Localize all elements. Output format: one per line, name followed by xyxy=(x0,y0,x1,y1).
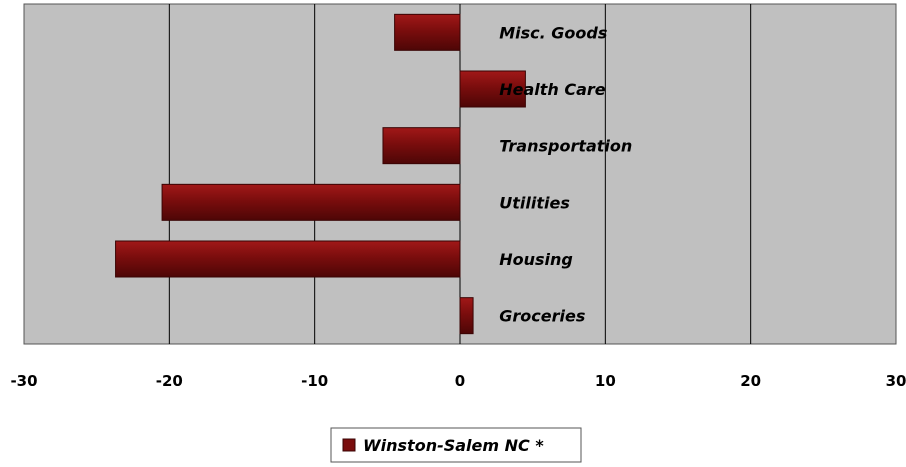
bar-2 xyxy=(382,127,461,165)
bar-1 xyxy=(459,70,526,108)
x-tick-labels: -30 -20 -10 0 10 20 30 xyxy=(10,372,906,390)
category-label-3: Utilities xyxy=(499,193,570,212)
bar-0 xyxy=(394,13,461,51)
x-tick-label-2: -10 xyxy=(301,372,328,390)
category-label-2: Transportation xyxy=(499,137,632,156)
x-tick-label-0: -30 xyxy=(10,372,37,390)
x-tick-label-6: 30 xyxy=(886,372,906,390)
legend-swatch xyxy=(342,438,356,452)
x-tick-label-4: 10 xyxy=(595,372,616,390)
x-tick-label-3: 0 xyxy=(455,372,465,390)
grid-lines xyxy=(168,4,752,344)
category-labels: Misc. Goods Health Care Transportation Util… xyxy=(499,23,632,325)
category-label-0: Misc. Goods xyxy=(499,23,607,42)
bars xyxy=(115,13,526,335)
legend-label: Winston-Salem NC * xyxy=(363,436,544,455)
bar-3 xyxy=(161,183,461,221)
legend: Winston-Salem NC * xyxy=(330,427,582,463)
bar-4 xyxy=(115,240,461,278)
category-label-5: Groceries xyxy=(499,307,585,326)
x-tick-label-1: -20 xyxy=(156,372,183,390)
legend-box xyxy=(330,427,582,463)
category-label-1: Health Care xyxy=(499,80,606,99)
category-label-4: Housing xyxy=(499,250,573,269)
x-tick-label-5: 20 xyxy=(740,372,761,390)
bar-5 xyxy=(459,297,474,335)
